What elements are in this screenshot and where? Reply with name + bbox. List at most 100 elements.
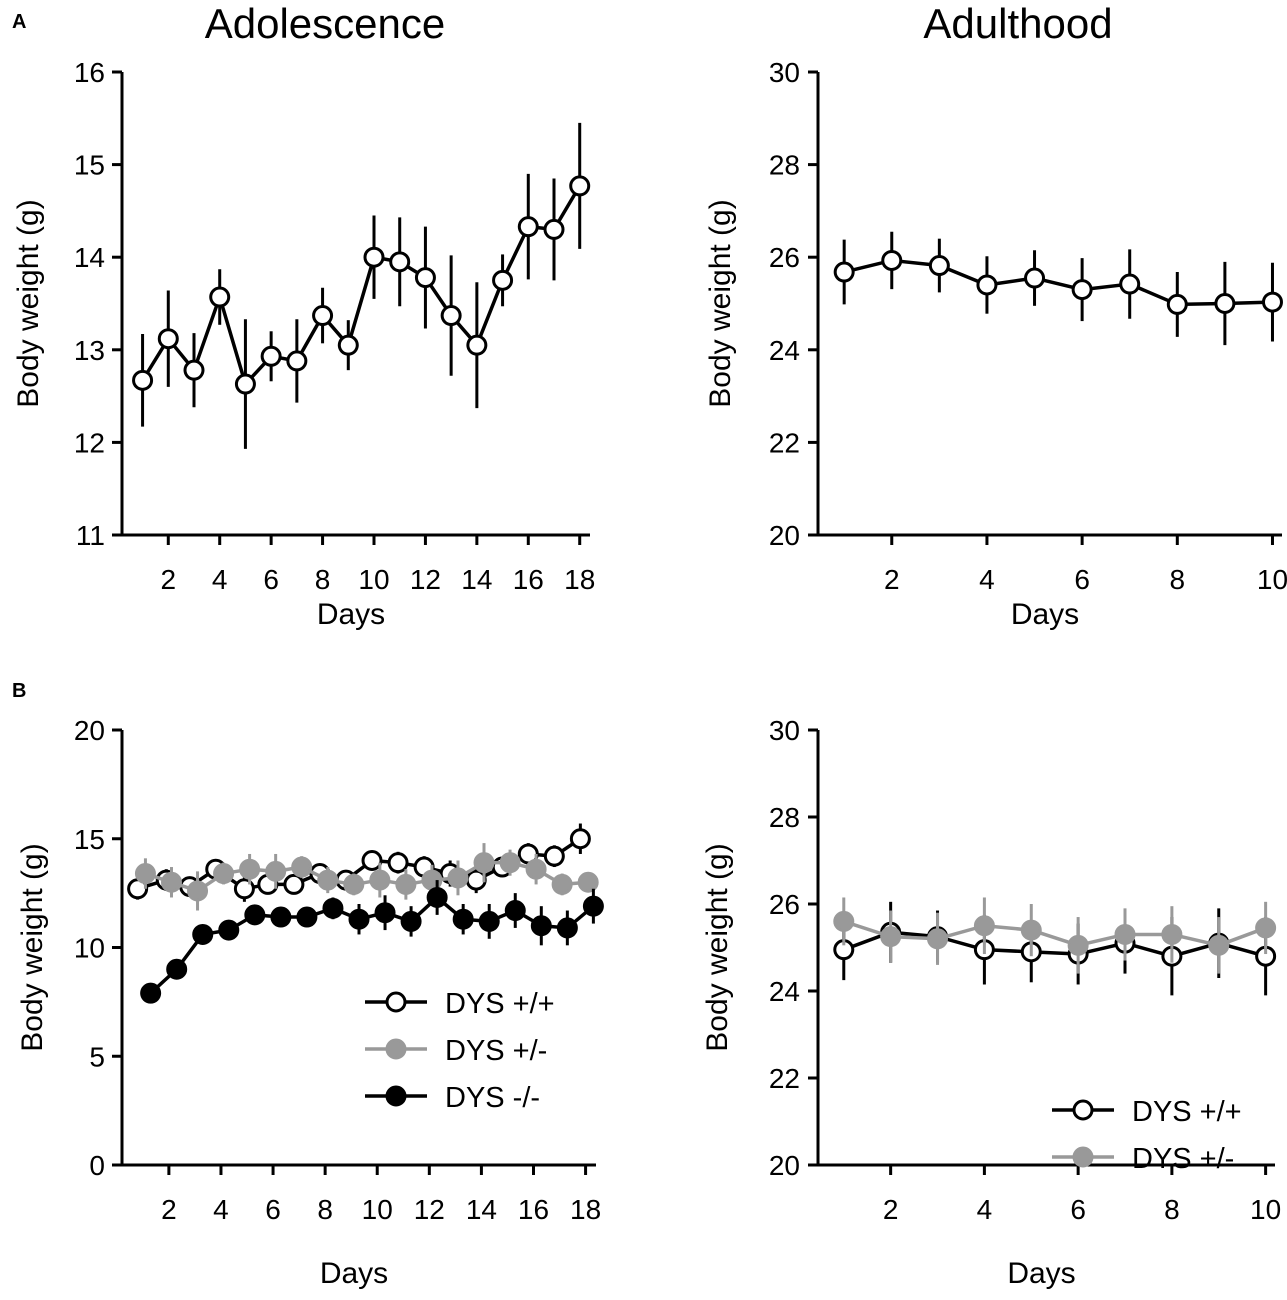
data-point (452, 908, 474, 930)
data-point (1024, 267, 1046, 289)
data-point (517, 216, 539, 238)
data-point (1161, 923, 1183, 945)
data-point (440, 305, 462, 327)
data-point (337, 334, 359, 356)
series-line (843, 930, 1267, 958)
series-open (833, 901, 1277, 996)
x-tick-label: 14 (461, 564, 492, 595)
x-tick-label: 12 (410, 564, 441, 595)
x-axis-label: Days (320, 1257, 388, 1290)
y-tick-label: 16 (74, 57, 105, 88)
data-point (244, 904, 266, 926)
x-tick-label: 10 (358, 564, 389, 595)
x-tick-label: 2 (884, 564, 900, 595)
data-point (270, 906, 292, 928)
x-tick-label: 8 (315, 564, 331, 595)
y-axis-label: Body weight (g) (704, 199, 737, 407)
data-point (209, 286, 231, 308)
data-point (976, 274, 998, 296)
series-gray (134, 843, 599, 911)
data-point (577, 871, 599, 893)
x-tick-label: 18 (570, 1194, 601, 1225)
x-tick-label: 8 (317, 1194, 333, 1225)
data-point (1114, 923, 1136, 945)
data-point (140, 982, 162, 1004)
legend-label: DYS +/- (445, 1035, 547, 1067)
data-point (183, 359, 205, 381)
legend-label: DYS -/- (445, 1082, 540, 1114)
data-point (582, 895, 604, 917)
data-point (187, 880, 209, 902)
data-point (157, 328, 179, 350)
y-tick-label: 28 (769, 802, 800, 833)
data-point (166, 958, 188, 980)
data-point (369, 869, 391, 891)
data-point (343, 873, 365, 895)
y-axis-label: Body weight (g) (16, 843, 49, 1051)
x-tick-label: 10 (362, 1194, 393, 1225)
series-filled (140, 880, 604, 1004)
x-axis-label: Days (1011, 598, 1079, 631)
x-tick-label: 4 (213, 1194, 229, 1225)
data-point (160, 871, 182, 893)
y-axis-label: Body weight (g) (12, 199, 45, 407)
panel-label-a: A (12, 11, 26, 33)
data-point (134, 863, 156, 885)
data-point (556, 917, 578, 939)
data-point (387, 852, 409, 874)
x-tick-label: 18 (564, 564, 595, 595)
data-point (291, 856, 313, 878)
data-point (833, 910, 855, 932)
y-tick-label: 26 (769, 889, 800, 920)
legend-marker (1072, 1146, 1094, 1168)
y-axis-label: Body weight (g) (701, 843, 734, 1051)
x-tick-label: 8 (1164, 1194, 1180, 1225)
data-point (1067, 934, 1089, 956)
chart-a_adolescence: Adolescence 11 12 13 14 15 16 2 4 6 8 10 12 14 16 18 Day… (12, 0, 595, 631)
y-tick-label: 10 (74, 933, 105, 964)
data-point (322, 897, 344, 919)
y-tick-label: 24 (769, 335, 800, 366)
data-point (1071, 279, 1093, 301)
x-tick-label: 6 (265, 1194, 281, 1225)
x-tick-label: 16 (518, 1194, 549, 1225)
data-point (213, 863, 235, 885)
chart-title: Adolescence (205, 0, 446, 47)
data-point (395, 873, 417, 895)
legend: DYS +/+ DYS +/- DYS -/- (365, 988, 555, 1114)
data-point (569, 175, 591, 197)
y-tick-label: 28 (769, 150, 800, 181)
data-point (218, 919, 240, 941)
panel-label-b: B (12, 680, 26, 702)
data-point (361, 850, 383, 871)
legend-marker (385, 1038, 407, 1060)
x-tick-label: 4 (212, 564, 228, 595)
x-tick-label: 4 (977, 1194, 993, 1225)
data-point (1166, 293, 1188, 315)
y-tick-label: 30 (769, 57, 800, 88)
x-tick-label: 2 (161, 1194, 177, 1225)
legend-marker (385, 991, 407, 1013)
data-point (192, 923, 214, 945)
data-point (239, 858, 261, 880)
y-tick-label: 12 (74, 427, 105, 458)
data-point (543, 845, 565, 867)
data-point (833, 261, 855, 283)
data-point (447, 867, 469, 889)
series-line (843, 258, 1273, 307)
data-point (973, 915, 995, 937)
data-point (478, 910, 500, 932)
series-open (833, 231, 1283, 346)
data-point (1020, 919, 1042, 941)
data-point (492, 269, 514, 291)
data-point (234, 373, 256, 395)
x-tick-label: 6 (1074, 564, 1090, 595)
y-tick-label: 20 (769, 520, 800, 551)
x-axis-label: Days (317, 598, 385, 631)
y-tick-label: 24 (769, 976, 800, 1007)
data-point (569, 828, 591, 850)
data-point (312, 305, 334, 327)
series-open (132, 122, 591, 449)
